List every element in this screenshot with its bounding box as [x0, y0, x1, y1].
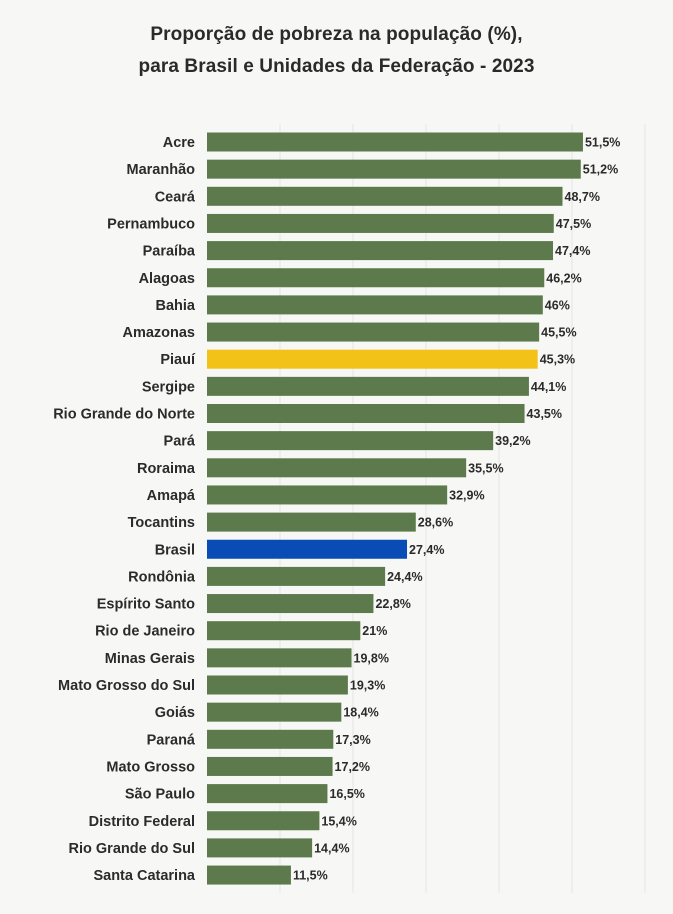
- bar: [207, 431, 494, 451]
- value-label: 17,2%: [335, 760, 370, 774]
- category-label: Rio Grande do Sul: [69, 841, 195, 857]
- category-label: Distrito Federal: [89, 814, 195, 830]
- category-label: Roraima: [137, 461, 196, 477]
- bar: [207, 512, 416, 532]
- bar: [207, 539, 408, 559]
- bar: [207, 811, 320, 831]
- category-label: Rio Grande do Norte: [53, 407, 195, 423]
- category-label: Amapá: [147, 488, 196, 504]
- category-label: Acre: [163, 135, 195, 151]
- bar: [207, 621, 361, 641]
- bar: [207, 784, 328, 804]
- category-label: Paraná: [147, 732, 196, 748]
- value-label: 16,5%: [329, 787, 364, 801]
- bar: [207, 566, 386, 586]
- value-label: 21%: [362, 624, 387, 638]
- category-label: Espírito Santo: [97, 597, 195, 613]
- category-label: Pernambuco: [107, 216, 195, 232]
- value-label: 28,6%: [418, 516, 453, 530]
- bar: [207, 729, 334, 749]
- category-label: Minas Gerais: [105, 651, 195, 667]
- category-label: Piauí: [160, 352, 196, 368]
- value-label: 39,2%: [495, 434, 530, 448]
- bar: [207, 268, 545, 288]
- bar: [207, 648, 352, 668]
- value-label: 15,4%: [321, 814, 356, 828]
- bar: [207, 322, 540, 342]
- category-label: Mato Grosso: [106, 759, 195, 775]
- bar: [207, 756, 333, 776]
- bar: [207, 132, 583, 152]
- value-label: 51,2%: [583, 163, 618, 177]
- category-label: Santa Catarina: [93, 868, 195, 884]
- value-label: 46%: [545, 298, 570, 312]
- category-label: Mato Grosso do Sul: [58, 678, 195, 694]
- category-label: Pará: [164, 434, 196, 450]
- category-label: Rondônia: [128, 569, 196, 585]
- category-label: Brasil: [155, 542, 195, 558]
- category-label: Goiás: [155, 705, 195, 721]
- chart-subtitle: para Brasil e Unidades da Federação - 20…: [138, 56, 535, 77]
- bar: [207, 159, 581, 179]
- value-label: 19,8%: [354, 651, 389, 665]
- value-label: 11,5%: [293, 869, 328, 883]
- category-label: Paraíba: [143, 244, 196, 260]
- value-label: 22,8%: [375, 597, 410, 611]
- category-label: Bahia: [156, 298, 196, 314]
- bar: [207, 349, 538, 369]
- value-label: 32,9%: [449, 488, 484, 502]
- bar: [207, 865, 291, 885]
- value-label: 48,7%: [565, 190, 600, 204]
- bar: [207, 241, 554, 261]
- bar: [207, 485, 448, 505]
- category-label: Maranhão: [127, 162, 196, 178]
- value-label: 44,1%: [531, 380, 566, 394]
- bar: [207, 404, 525, 423]
- value-label: 47,5%: [556, 217, 591, 231]
- category-label: Rio de Janeiro: [95, 624, 195, 640]
- category-label: Alagoas: [139, 271, 195, 287]
- value-label: 27,4%: [409, 543, 444, 557]
- value-label: 14,4%: [314, 841, 349, 855]
- bar: [207, 213, 554, 233]
- category-label: Ceará: [155, 189, 196, 205]
- category-label: Tocantins: [128, 515, 195, 531]
- value-label: 51,5%: [585, 136, 620, 150]
- value-label: 24,4%: [387, 570, 422, 584]
- bar: [207, 295, 543, 315]
- value-label: 43,5%: [527, 407, 562, 421]
- value-label: 17,3%: [335, 733, 370, 747]
- value-label: 19,3%: [350, 679, 385, 693]
- value-label: 45,5%: [541, 326, 576, 340]
- category-label: Amazonas: [122, 325, 195, 341]
- category-label: Sergipe: [142, 379, 195, 395]
- value-label: 47,4%: [555, 244, 590, 258]
- bar: [207, 702, 342, 722]
- value-label: 46,2%: [546, 271, 581, 285]
- category-label: São Paulo: [125, 787, 195, 803]
- value-label: 18,4%: [343, 706, 378, 720]
- bar: [207, 594, 374, 614]
- bar: [207, 838, 313, 858]
- value-label: 45,3%: [540, 353, 575, 367]
- chart-title: Proporção de pobreza na população (%),: [150, 24, 523, 45]
- value-label: 35,5%: [468, 461, 503, 475]
- bar: [207, 458, 467, 478]
- bar: [207, 186, 563, 206]
- bar: [207, 376, 529, 396]
- bar: [207, 675, 348, 695]
